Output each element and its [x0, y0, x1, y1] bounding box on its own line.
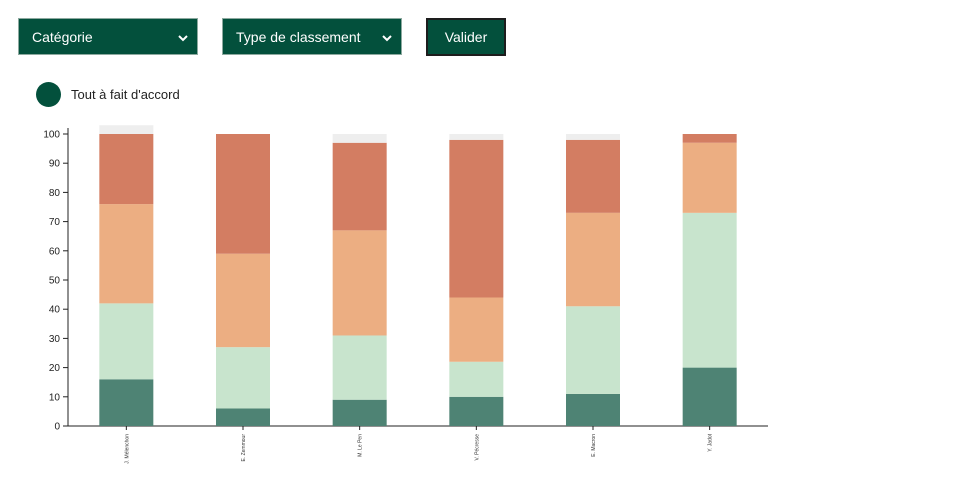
bar-segment — [216, 408, 270, 426]
x-tick-label: E. Zemmour — [241, 434, 247, 462]
legend-label: Tout à fait d'accord — [71, 87, 180, 102]
x-tick-label: V. Pécresse — [474, 434, 480, 461]
bar-segment — [449, 139, 504, 298]
bar-segment — [216, 134, 270, 254]
bar-segment — [566, 212, 620, 307]
bar-segment — [332, 399, 387, 426]
bar-segment — [682, 212, 737, 368]
legend-swatch — [36, 82, 61, 107]
y-tick-label: 10 — [49, 392, 61, 403]
bar-segment — [99, 379, 154, 426]
chevron-down-icon — [177, 31, 189, 43]
submit-button[interactable]: Valider — [426, 18, 506, 56]
bar-segment — [99, 303, 154, 380]
y-tick-label: 90 — [49, 159, 61, 170]
bar-segment — [449, 297, 504, 362]
bar-segment — [332, 142, 387, 231]
bar-segment — [99, 204, 154, 304]
bar-segment — [216, 253, 270, 348]
y-tick-label: 40 — [49, 305, 61, 316]
y-tick-label: 0 — [54, 422, 60, 433]
bar-segment — [449, 361, 504, 397]
bar-segment — [566, 139, 620, 213]
bar-segment — [99, 134, 154, 205]
bar-segment — [682, 134, 737, 143]
y-tick-label: 100 — [43, 130, 60, 141]
x-tick-label: J. Mélenchon — [124, 434, 130, 464]
ranking-type-select-label: Type de classement — [236, 28, 361, 45]
bar-segment — [332, 335, 387, 400]
y-tick-label: 30 — [49, 334, 61, 345]
ranking-type-select[interactable]: Type de classement — [222, 18, 402, 55]
bar-segment — [682, 142, 737, 213]
bar-segment — [332, 230, 387, 336]
chevron-down-icon — [381, 31, 393, 43]
y-tick-label: 60 — [49, 246, 61, 257]
y-tick-label: 80 — [49, 188, 61, 199]
y-tick-label: 50 — [49, 276, 61, 287]
y-tick-label: 20 — [49, 363, 61, 374]
x-tick-label: M. Le Pen — [358, 434, 364, 457]
bar-segment — [566, 134, 620, 140]
bar-segment — [682, 367, 737, 426]
bar-segment — [449, 396, 504, 426]
x-tick-label: Y. Jadot — [708, 433, 714, 451]
x-tick-label: E. Macron — [591, 434, 597, 457]
bar-segment — [99, 125, 154, 134]
bar-segment — [216, 347, 270, 409]
bar-segment — [566, 393, 620, 426]
bar-segment — [566, 306, 620, 394]
bar-segment — [449, 134, 504, 140]
y-tick-label: 70 — [49, 217, 61, 228]
bar-segment — [332, 134, 387, 143]
category-select[interactable]: Catégorie — [18, 18, 198, 55]
chart-legend: Tout à fait d'accord — [36, 82, 180, 107]
category-select-label: Catégorie — [32, 28, 93, 45]
